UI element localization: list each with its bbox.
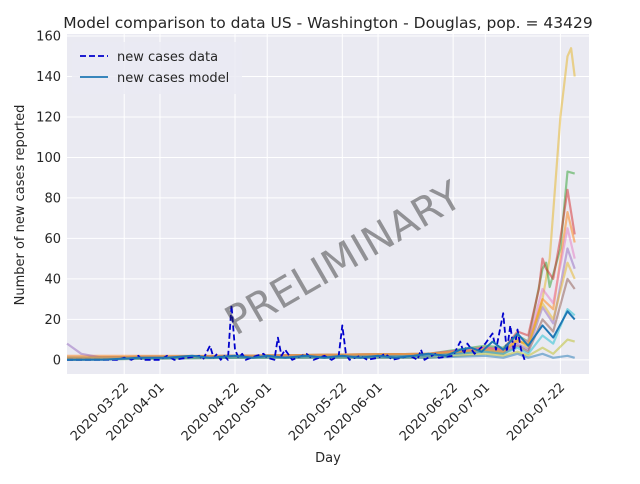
main-series	[67, 304, 576, 361]
x-axis-label: Day	[315, 451, 341, 466]
legend: new cases data new cases model	[72, 42, 242, 94]
y-tick-label: 140	[36, 70, 61, 85]
y-grid	[67, 35, 589, 361]
y-tick-label: 60	[44, 232, 61, 247]
y-tick-label: 160	[36, 30, 61, 45]
x-tick-label: 2020-07-22	[504, 380, 568, 444]
y-axis-label: Number of new cases reported	[13, 105, 28, 306]
series-model-run	[66, 261, 576, 359]
chart-title: Model comparison to data US - Washington…	[63, 14, 592, 32]
y-tick-label: 20	[44, 313, 61, 328]
legend-label-model: new cases model	[117, 71, 229, 86]
y-tick-label: 120	[36, 110, 61, 125]
y-tick-label: 80	[44, 191, 61, 206]
y-tick-label: 100	[36, 151, 61, 166]
legend-box	[72, 42, 242, 94]
y-tick-label: 0	[53, 353, 61, 368]
legend-label-data: new cases data	[117, 50, 218, 65]
series-new-cases-model	[67, 310, 576, 361]
y-tick-label: 40	[44, 272, 61, 287]
y-axis-ticks: 0 20 40 60 80 100 120 140 160	[36, 30, 61, 369]
model-ensemble	[66, 47, 576, 361]
